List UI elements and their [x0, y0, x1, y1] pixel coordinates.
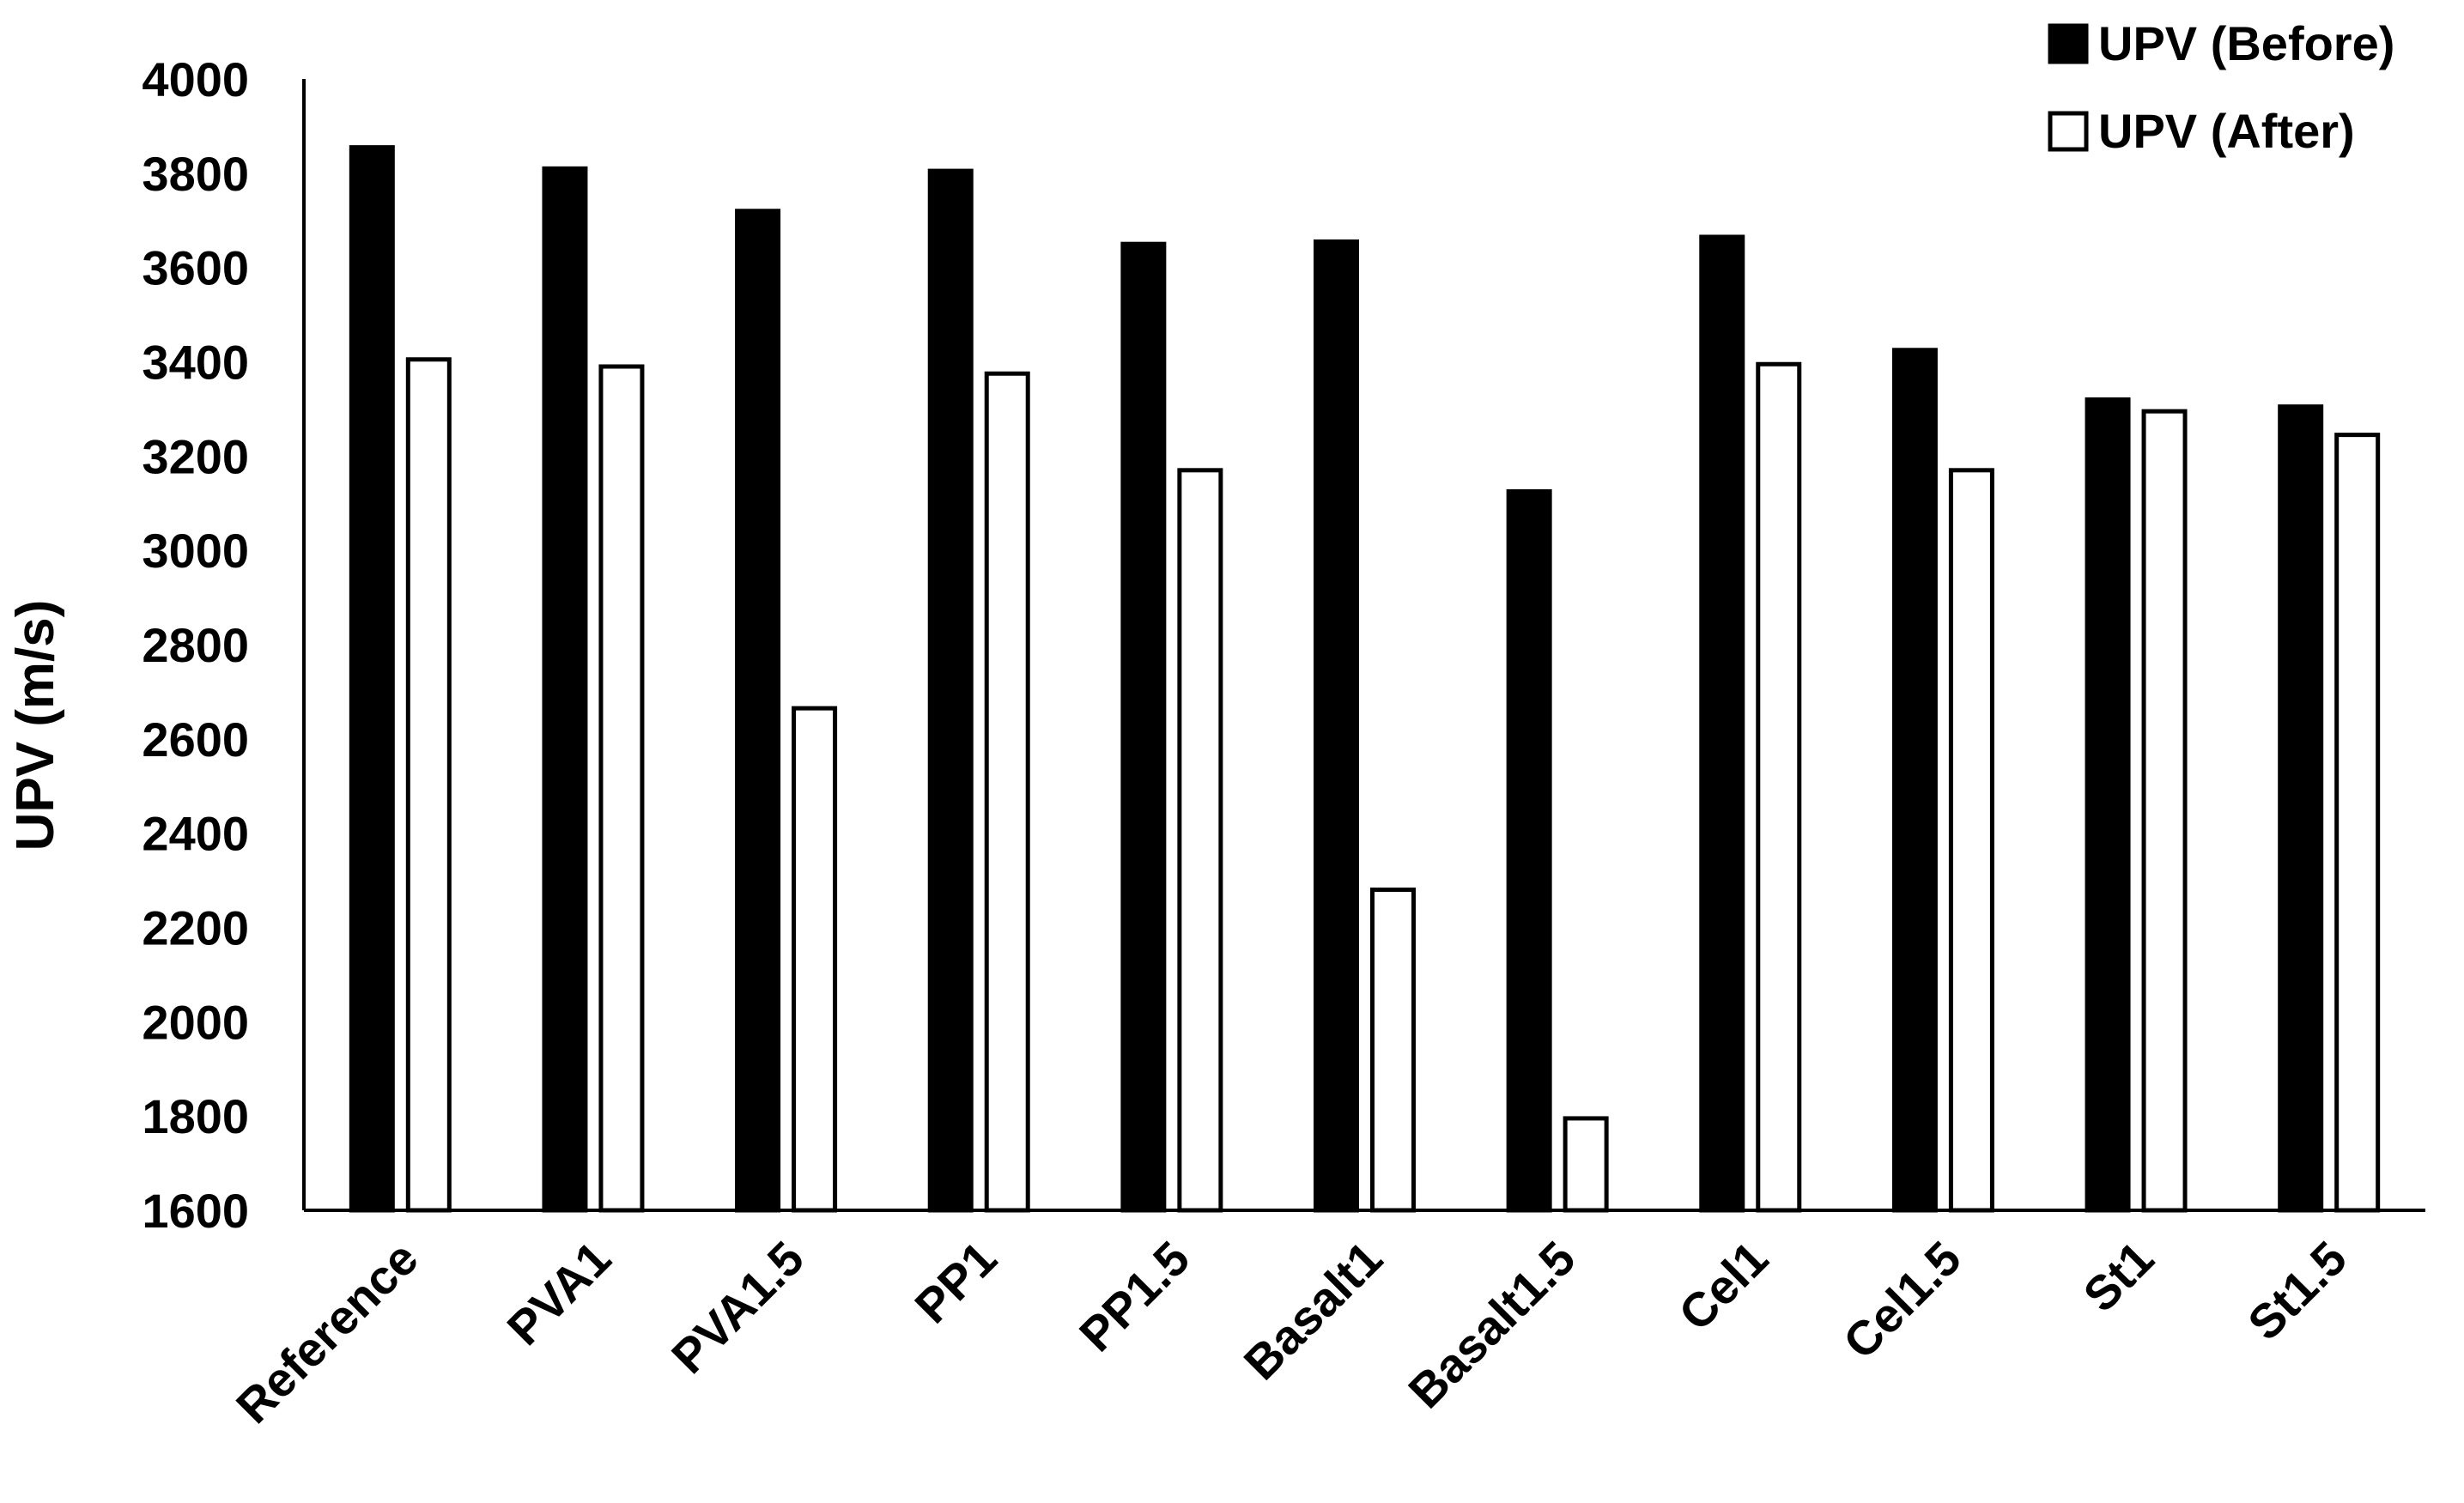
y-tick-label: 4000 — [142, 52, 249, 106]
x-tick-label: St1.5 — [2237, 1231, 2357, 1350]
bar-before-pp1 — [927, 168, 974, 1213]
x-tick-label: St1 — [2073, 1231, 2164, 1322]
y-tick-label: 3200 — [142, 429, 249, 483]
x-tick-label: PP1.5 — [1069, 1231, 1199, 1361]
bar-before-basalt1 — [1314, 239, 1359, 1213]
y-axis-label: UPV (m/s) — [6, 600, 65, 851]
bar-before-pp1-5 — [1120, 241, 1167, 1213]
legend-label: UPV (After) — [2098, 104, 2355, 158]
bar-after-pp1 — [984, 371, 1030, 1213]
bar-before-basalt1-5 — [1506, 489, 1552, 1213]
x-tick-label: PP1 — [904, 1231, 1006, 1333]
x-tick-label: Cel1 — [1668, 1231, 1778, 1341]
legend-label: UPV (Before) — [2098, 16, 2394, 70]
x-tick-label: Cel1.5 — [1833, 1231, 1971, 1369]
x-tick-labels: Reference PVA1 PVA1.5 PP1 PP1.5 Basalt1 Basalt… — [226, 1231, 2357, 1433]
bar-after-st1 — [2141, 409, 2188, 1213]
y-tick-label: 2600 — [142, 712, 249, 767]
bar-before-st1 — [2085, 397, 2131, 1213]
y-tick-label: 1600 — [142, 1184, 249, 1238]
bar-after-pp1-5 — [1177, 468, 1223, 1213]
legend-swatch — [2048, 23, 2089, 64]
bar-before-cel1-5 — [1891, 348, 1938, 1213]
bars-layer — [349, 145, 2381, 1213]
bar-after-reference — [405, 357, 452, 1213]
y-tick-label: 2200 — [142, 901, 249, 955]
y-tick-label: 2800 — [142, 618, 249, 672]
x-tick-label: Reference — [226, 1231, 428, 1433]
x-tick-label: PVA1.5 — [661, 1231, 814, 1384]
x-tick-label: PVA1 — [496, 1231, 621, 1355]
bar-before-cel1 — [1699, 234, 1745, 1213]
y-tick-label: 2400 — [142, 807, 249, 861]
bar-before-pva1-5 — [735, 209, 781, 1213]
legend: UPV (Before) UPV (After) — [2048, 16, 2394, 158]
x-tick-label: Basalt1.5 — [1398, 1231, 1585, 1418]
bar-after-pva1-5 — [792, 706, 838, 1213]
y-tick-labels: 1600 1800 2000 2200 2400 2600 2800 3000 3200 3400… — [142, 52, 249, 1238]
y-tick-label: 3400 — [142, 336, 249, 390]
bar-after-cel1-5 — [1948, 468, 1994, 1213]
bar-after-basalt1 — [1370, 888, 1416, 1213]
bar-before-reference — [349, 145, 395, 1213]
bar-before-st1-5 — [2278, 404, 2324, 1213]
axes-layer — [302, 79, 2425, 1212]
bar-after-basalt1-5 — [1563, 1116, 1609, 1213]
x-tick-label: Basalt1 — [1234, 1231, 1393, 1390]
bar-before-pva1 — [542, 166, 588, 1213]
legend-swatch — [2048, 111, 2089, 152]
y-tick-label: 3000 — [142, 524, 249, 578]
y-tick-label: 2000 — [142, 995, 249, 1049]
bar-after-pva1 — [598, 364, 645, 1213]
bar-after-st1-5 — [2334, 433, 2381, 1213]
bar-after-cel1 — [1756, 361, 1802, 1213]
y-tick-label: 3800 — [142, 147, 249, 201]
y-tick-label: 1800 — [142, 1089, 249, 1143]
y-tick-label: 3600 — [142, 241, 249, 295]
